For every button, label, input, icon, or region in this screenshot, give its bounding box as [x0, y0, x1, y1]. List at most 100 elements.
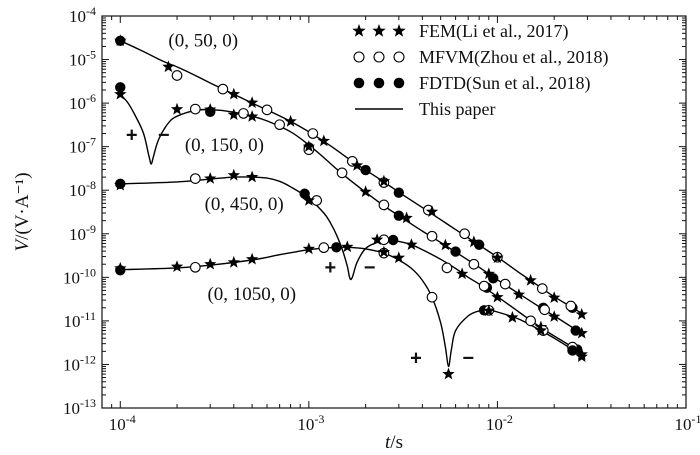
- fem-marker: [204, 103, 217, 115]
- curve-label: (0, 150, 0): [185, 135, 264, 156]
- fem-marker: [506, 310, 519, 323]
- mfvm-marker: [171, 70, 183, 81]
- fdtd-marker: [360, 164, 371, 176]
- mfvm-marker: [274, 119, 285, 131]
- y-tick-label: 10-11: [63, 309, 96, 331]
- y-tick-label: 10-10: [63, 265, 96, 287]
- plot-frame: [101, 15, 687, 409]
- fem-marker: [350, 159, 364, 171]
- mfvm-marker: [539, 304, 550, 316]
- fem-marker: [491, 251, 504, 264]
- tick-base: 10: [69, 225, 86, 244]
- fem-marker: [317, 134, 330, 147]
- mfvm-marker: [378, 199, 390, 211]
- fem-marker: [575, 350, 588, 362]
- tick-base: 10: [486, 415, 503, 434]
- legend-filled-circle-swatch: [393, 77, 405, 89]
- fem-marker: [370, 233, 384, 245]
- legend-label: MFVM(Zhou et al., 2018): [419, 47, 608, 68]
- tick-exponent: -4: [126, 412, 136, 426]
- mfvm-marker: [459, 228, 470, 240]
- tick-base: 10: [69, 7, 86, 26]
- x-tick-label: 10-4: [109, 412, 136, 434]
- fem-marker: [302, 194, 315, 206]
- fem-marker: [405, 238, 418, 250]
- fem-marker: [575, 326, 588, 339]
- fdtd-marker: [393, 210, 405, 221]
- fem-marker: [491, 290, 504, 303]
- legend: FEM(Li et al., 2017) MFVM(Zhou et al., 20…: [352, 21, 608, 119]
- y-axis-title: V/(V·A⁻¹): [12, 172, 33, 251]
- mfvm-marker: [426, 230, 438, 242]
- fem-marker: [227, 108, 240, 120]
- axis-ticks: [101, 15, 687, 409]
- tick-exponent: -3: [314, 412, 324, 426]
- fem-marker: [302, 242, 315, 255]
- tick-base: 10: [109, 415, 126, 434]
- tick-base: 10: [63, 355, 80, 374]
- fem-marker: [425, 205, 439, 217]
- tick-base: 10: [297, 415, 314, 434]
- mfvm-marker: [189, 261, 201, 273]
- mfvm-marker: [426, 291, 438, 303]
- fem-marker: [456, 267, 469, 280]
- mfvm-marker: [441, 262, 453, 274]
- fem-marker: [204, 172, 217, 184]
- fdtd-marker: [299, 188, 310, 199]
- minus-sign: −: [158, 125, 170, 147]
- fem-marker: [170, 102, 184, 115]
- mfvm-marker: [238, 108, 249, 119]
- mfvm-marker: [478, 280, 490, 292]
- fdtd-marker: [567, 345, 578, 356]
- y-tick-label: 10-4: [69, 4, 96, 26]
- y-tick-label: 10-9: [69, 222, 96, 244]
- fdtd-marker: [387, 234, 399, 246]
- fem-marker: [392, 251, 405, 264]
- fem-marker: [439, 238, 452, 251]
- fem-marker: [162, 60, 175, 73]
- legend-filled-circle-swatch: [373, 77, 385, 89]
- x-axis-title: t/s: [385, 432, 403, 453]
- y-tick-label: 10-7: [69, 135, 96, 157]
- legend-open-circle-swatch: [393, 51, 405, 63]
- fem-marker: [442, 367, 455, 380]
- fem-marker: [245, 170, 259, 183]
- mfvm-marker: [499, 278, 511, 290]
- tick-exponent: -11: [80, 309, 96, 323]
- fem-marker: [548, 291, 561, 303]
- plus-sign: +: [324, 257, 336, 279]
- tick-exponent: -8: [86, 178, 96, 192]
- fem-marker: [341, 240, 354, 253]
- fdtd-marker: [393, 187, 405, 198]
- plot-border: [101, 15, 687, 409]
- fem-marker: [534, 324, 548, 336]
- y-axis-title-var: V: [12, 238, 33, 252]
- axis-titles: t/s V/(V·A⁻¹): [12, 172, 403, 453]
- curve-label: (0, 450, 0): [205, 194, 284, 215]
- tick-base: 10: [69, 138, 86, 157]
- y-tick-label: 10-13: [63, 396, 96, 418]
- y-tick-label: 10-8: [69, 178, 96, 200]
- mfvm-marker: [536, 283, 548, 294]
- fem-marker: [114, 34, 127, 46]
- fem-marker: [512, 288, 526, 300]
- plus-sign: +: [410, 347, 422, 369]
- tick-exponent: -1: [692, 412, 700, 426]
- markers: [114, 34, 588, 380]
- mfvm-marker: [217, 83, 229, 95]
- tick-exponent: -5: [86, 48, 96, 62]
- x-tick-label: 10-3: [297, 412, 324, 434]
- tick-base: 10: [69, 94, 86, 113]
- series-line: [119, 93, 583, 335]
- mfvm-marker: [468, 258, 480, 270]
- minus-sign: −: [364, 257, 376, 279]
- fem-marker: [245, 96, 259, 108]
- legend-label: FDTD(Sun et al., 2018): [419, 73, 590, 94]
- mfvm-marker: [311, 195, 323, 206]
- legend-filled-circle-swatch: [353, 77, 365, 89]
- fem-marker: [227, 168, 240, 181]
- tick-exponent: -4: [86, 4, 96, 18]
- x-axis-title-var: t: [385, 432, 391, 453]
- fem-marker: [227, 87, 240, 100]
